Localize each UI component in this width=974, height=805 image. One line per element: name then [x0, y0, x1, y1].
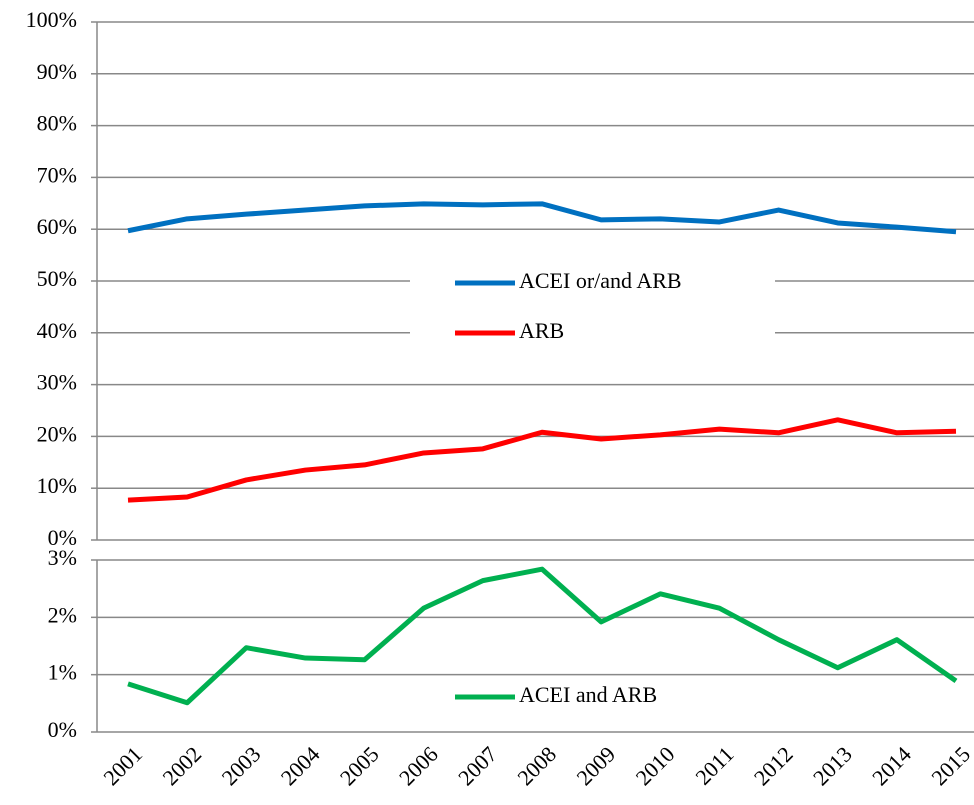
y-tick-label: 80%: [37, 111, 77, 136]
x-tick-label: 2004: [276, 741, 325, 790]
y-tick-label: 50%: [37, 266, 77, 291]
x-tick-label: 2005: [335, 741, 384, 790]
data-line: [127, 566, 958, 706]
x-tick-label: 2006: [394, 741, 443, 790]
x-tick-label: 2003: [217, 741, 266, 790]
x-tick-label: 2007: [453, 741, 502, 790]
data-line: [127, 201, 957, 235]
y-tick-label: 20%: [37, 421, 77, 446]
x-tick-label: 2009: [571, 741, 620, 790]
y-tick-label: 100%: [26, 7, 77, 32]
y-tick-label: 2%: [48, 602, 77, 627]
y-tick-label: 1%: [48, 660, 77, 685]
legend-label: ACEI and ARB: [519, 682, 657, 707]
y-tick-label: 10%: [37, 473, 77, 498]
legend-label: ARB: [519, 318, 564, 343]
x-tick-label: 2015: [926, 741, 974, 790]
x-tick-label: 2002: [157, 741, 206, 790]
data-line: [127, 417, 957, 503]
y-tick-label: 0%: [48, 717, 77, 742]
x-tick-label: 2013: [808, 741, 857, 790]
x-tick-label: 2010: [631, 741, 680, 790]
y-tick-label: 3%: [48, 545, 77, 570]
y-tick-label: 40%: [37, 318, 77, 343]
x-tick-label: 2001: [98, 741, 147, 790]
y-tick-label: 60%: [37, 214, 77, 239]
x-tick-label: 2014: [867, 741, 916, 790]
legend-background: [410, 262, 775, 352]
legend-label: ACEI or/and ARB: [519, 268, 682, 293]
y-tick-label: 90%: [37, 59, 77, 84]
x-tick-label: 2008: [512, 741, 561, 790]
y-tick-label: 30%: [37, 370, 77, 395]
x-tick-label: 2011: [690, 741, 738, 789]
y-tick-label: 70%: [37, 162, 77, 187]
x-tick-label: 2012: [749, 741, 798, 790]
y-tick-label: 0%: [48, 525, 77, 550]
